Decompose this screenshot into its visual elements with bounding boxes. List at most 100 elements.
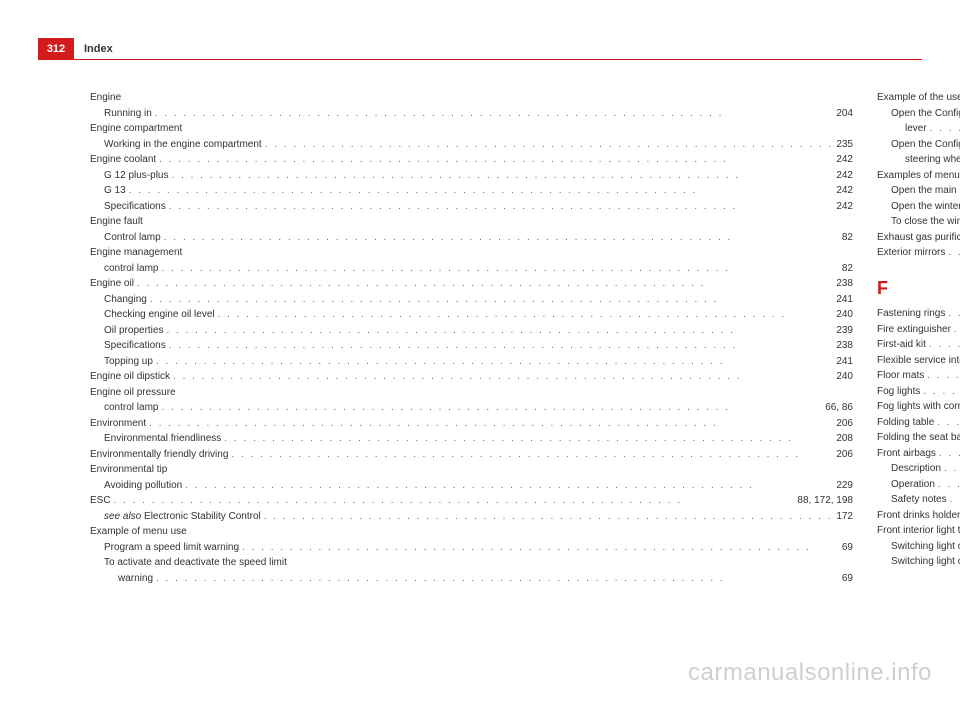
leader-dots — [948, 306, 960, 322]
leader-dots — [169, 338, 834, 354]
index-entry: Engine oil pressure — [90, 385, 853, 401]
leader-dots — [185, 478, 833, 494]
entry-label-text: Checking engine oil level — [104, 309, 215, 320]
index-entry: Engine fault — [90, 214, 853, 230]
entry-page: 242 — [836, 183, 853, 199]
index-entry: Working in the engine compartment 235 — [90, 137, 853, 153]
entry-label-text: Front drinks holders — [877, 510, 960, 521]
entry-label-text: Fastening rings — [877, 308, 945, 319]
index-entry: Description34 — [877, 461, 960, 477]
index-entry: Open the winter tyres menu69 — [877, 199, 960, 215]
entry-label: Working in the engine compartment — [104, 137, 262, 153]
entry-label-text: Engine coolant — [90, 154, 156, 165]
entry-label-text: Flexible service interval display — [877, 355, 960, 366]
entry-label-text: Front airbags — [877, 448, 936, 459]
index-entry: Changing241 — [90, 292, 853, 308]
index-entry: Fire extinguisher154 — [877, 322, 960, 338]
entry-page: 206 — [836, 447, 853, 463]
entry-label-text: Description — [891, 463, 941, 474]
index-entry: Avoiding pollution229 — [90, 478, 853, 494]
index-entry: Fastening rings18 — [877, 306, 960, 322]
entry-label-text: Avoiding pollution — [104, 480, 182, 491]
leader-dots — [129, 183, 834, 199]
leader-dots — [218, 307, 834, 323]
leader-dots — [137, 276, 833, 292]
entry-label: To activate and deactivate the speed lim… — [104, 555, 287, 571]
entry-label: Open the Configuration menu with the MFI — [891, 106, 960, 122]
index-entry: control lamp82 — [90, 261, 853, 277]
leader-dots — [164, 230, 839, 246]
entry-label: Operation — [891, 477, 935, 493]
entry-label-text: Environmental tip — [90, 464, 167, 475]
index-entry: Switching light off123 — [877, 539, 960, 555]
entry-label: Topping up — [104, 354, 153, 370]
index-entry: Oil properties239 — [90, 323, 853, 339]
index-entry: Specifications 242 — [90, 199, 853, 215]
leader-dots — [156, 354, 833, 370]
entry-page: 235 — [836, 137, 853, 153]
entry-label-text: Fire extinguisher — [877, 324, 951, 335]
index-entry: Engine — [90, 90, 853, 106]
index-entry: Exterior mirrors217 — [877, 245, 960, 261]
entry-label: Environmentally friendly driving — [90, 447, 228, 463]
entry-label-text: Program a speed limit warning — [104, 542, 239, 553]
index-entry: Open the Configuration menu with the MFI — [877, 106, 960, 122]
leader-dots — [114, 493, 795, 509]
index-entry: Environmentally friendly driving 206 — [90, 447, 853, 463]
entry-page: 242 — [836, 199, 853, 215]
entry-label-text: Fog lights with cornering function — [877, 401, 960, 412]
entry-label: Engine — [90, 90, 121, 106]
entry-label-text: Engine oil dipstick — [90, 371, 170, 382]
entry-label: Switching light on — [891, 554, 960, 570]
entry-label-text: G 13 — [104, 185, 126, 196]
entry-label: Environment — [90, 416, 146, 432]
entry-page: 238 — [836, 276, 853, 292]
index-entry: Environmental friendliness208 — [90, 431, 853, 447]
entry-page: 69 — [842, 540, 853, 556]
index-entry: Front interior light type 1 — [877, 523, 960, 539]
leader-dots — [930, 121, 960, 137]
leader-dots — [948, 245, 960, 261]
entry-label: Oil properties — [104, 323, 163, 339]
entry-label: Safety notes — [891, 492, 947, 508]
entry-page: 82 — [842, 230, 853, 246]
entry-label-text: Open the Configuration menu with the — [891, 139, 960, 150]
entry-label: Example of the use of the menus — [877, 90, 960, 106]
index-entry: Open the Configuration menu with the — [877, 137, 960, 153]
entry-label-text: Engine — [90, 92, 121, 103]
leader-dots — [150, 292, 834, 308]
entry-label-text: Engine fault — [90, 216, 143, 227]
entry-label-text: steering wheel controls — [905, 154, 960, 165]
index-entry: control lamp66, 86 — [90, 400, 853, 416]
leader-dots — [155, 106, 834, 122]
entry-label: Specifications — [104, 199, 166, 215]
leader-dots — [923, 384, 960, 400]
index-entry: Engine compartment — [90, 121, 853, 137]
index-entry: Engine oil dipstick240 — [90, 369, 853, 385]
index-entry: Topping up241 — [90, 354, 853, 370]
index-entry: G 13 242 — [90, 183, 853, 199]
entry-page: 240 — [836, 307, 853, 323]
entry-label-text: control lamp — [104, 402, 158, 413]
entry-label: Engine management — [90, 245, 182, 261]
entry-label-text: Topping up — [104, 356, 153, 367]
entry-label: Exhaust gas purification system — [877, 230, 960, 246]
entry-label-text: Engine compartment — [90, 123, 182, 134]
leader-dots — [159, 152, 833, 168]
entry-label: Folding the seat backrests down — [877, 430, 960, 446]
entry-label: Exterior mirrors — [877, 245, 945, 261]
entry-label: G 13 — [104, 183, 126, 199]
header-title: Index — [84, 38, 113, 60]
entry-label: Front drinks holders — [877, 508, 960, 524]
entry-label: steering wheel controls — [905, 152, 960, 168]
entry-label: Front airbags — [877, 446, 936, 462]
index-page: 312 Index EngineRunning in204Engine comp… — [0, 0, 960, 701]
entry-label: Engine coolant — [90, 152, 156, 168]
entry-label: Flexible service interval display — [877, 353, 960, 369]
leader-dots — [954, 322, 960, 338]
page-number: 312 — [38, 38, 74, 60]
entry-page: 206 — [836, 416, 853, 432]
entry-label-text: To close the winter tyres menu — [891, 216, 960, 227]
index-entry: Flexible service interval display62 — [877, 353, 960, 369]
index-entry: Folding table142 — [877, 415, 960, 431]
